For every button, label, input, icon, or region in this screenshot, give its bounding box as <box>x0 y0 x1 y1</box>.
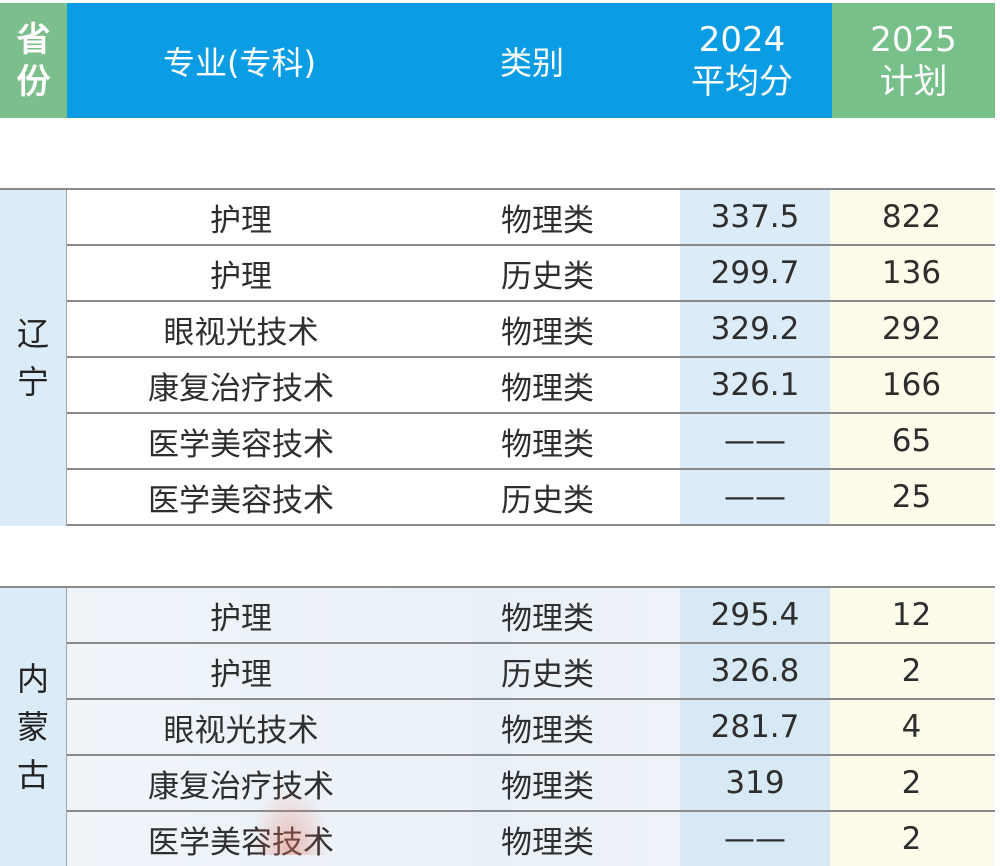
province-char: 宁 <box>16 363 49 401</box>
type-cell: 物理类 <box>501 426 594 463</box>
header-blue-section: 专业(专科) 类别 2024 平均分 <box>67 3 832 118</box>
plan-cell: 292 <box>830 302 993 356</box>
plan-cell: 2 <box>830 812 993 866</box>
major-cell: 康复治疗技术 <box>148 768 334 805</box>
plan-cell: 12 <box>830 588 993 642</box>
major-cell: 眼视光技术 <box>163 712 319 749</box>
table-row: 眼视光技术 物理类 281.7 4 <box>67 700 995 756</box>
major-cell: 护理 <box>210 202 272 239</box>
header-province-char: 份 <box>16 61 51 102</box>
avg-score-cell: 329.2 <box>680 302 830 356</box>
avg-score-cell: 319 <box>680 756 830 810</box>
type-cell: 历史类 <box>501 258 594 295</box>
plan-cell: 2 <box>830 756 993 810</box>
major-cell: 医学美容技术 <box>148 482 334 519</box>
major-cell: 医学美容技术 <box>148 426 334 463</box>
major-cell: 护理 <box>210 656 272 693</box>
avg-score-cell: 281.7 <box>680 700 830 754</box>
avg-score-cell: 337.5 <box>680 190 830 244</box>
avg-score-cell: —— <box>680 812 830 866</box>
avg-score-cell: 326.1 <box>680 358 830 412</box>
header-province-char: 省 <box>16 19 51 60</box>
plan-cell: 25 <box>830 470 993 524</box>
province-char: 内 <box>16 660 49 698</box>
avg-score-cell: 295.4 <box>680 588 830 642</box>
major-cell: 护理 <box>210 600 272 637</box>
type-cell: 物理类 <box>501 600 594 637</box>
table-row: 康复治疗技术 物理类 326.1 166 <box>67 358 995 414</box>
type-cell: 物理类 <box>501 202 594 239</box>
type-cell: 物理类 <box>501 370 594 407</box>
avg-score-cell: 326.8 <box>680 644 830 698</box>
header-plan: 2025 计划 <box>832 3 995 118</box>
table-row: 医学美容技术 物理类 —— 65 <box>67 414 995 470</box>
province-group-liaoning: 辽 宁 护理 物理类 337.5 822 护理 历史类 299.7 136 眼视… <box>0 188 995 526</box>
table-row: 眼视光技术 物理类 329.2 292 <box>67 302 995 358</box>
table-header: 省 份 专业(专科) 类别 2024 平均分 2025 计划 <box>0 3 995 118</box>
type-cell: 物理类 <box>501 712 594 749</box>
header-avg-label: 平均分 <box>691 61 793 102</box>
header-plan-year: 2025 <box>870 19 957 60</box>
avg-score-cell: —— <box>680 470 830 524</box>
type-cell: 历史类 <box>501 656 594 693</box>
province-char: 蒙 <box>16 708 49 746</box>
major-cell: 护理 <box>210 258 272 295</box>
table-row: 医学美容技术 物理类 —— 2 <box>67 812 995 866</box>
header-avg-score: 2024 平均分 <box>652 19 832 103</box>
header-type: 类别 <box>499 43 564 82</box>
table-row: 护理 历史类 326.8 2 <box>67 644 995 700</box>
table-row: 康复治疗技术 物理类 319 2 <box>67 756 995 812</box>
avg-score-cell: —— <box>680 414 830 468</box>
avg-score-cell: 299.7 <box>680 246 830 300</box>
header-avg-year: 2024 <box>698 19 786 60</box>
major-cell: 眼视光技术 <box>163 314 319 351</box>
plan-cell: 822 <box>830 190 993 244</box>
province-group-inner-mongolia: 内 蒙 古 护理 物理类 295.4 12 护理 历史类 326.8 2 眼视光… <box>0 586 995 866</box>
table-row: 医学美容技术 历史类 —— 25 <box>67 470 995 526</box>
type-cell: 物理类 <box>501 314 594 351</box>
plan-cell: 136 <box>830 246 993 300</box>
province-char: 古 <box>16 756 49 794</box>
province-char: 辽 <box>16 315 49 353</box>
plan-cell: 65 <box>830 414 993 468</box>
header-province: 省 份 <box>0 3 67 118</box>
type-cell: 历史类 <box>501 482 594 519</box>
header-major: 专业(专科) <box>163 43 316 82</box>
table-row: 护理 物理类 295.4 12 <box>67 588 995 644</box>
plan-cell: 2 <box>830 644 993 698</box>
plan-cell: 4 <box>830 700 993 754</box>
table-row: 护理 物理类 337.5 822 <box>67 190 995 246</box>
province-cell: 辽 宁 <box>0 190 67 526</box>
header-plan-label: 计划 <box>879 61 948 102</box>
table-row: 护理 历史类 299.7 136 <box>67 246 995 302</box>
province-cell: 内 蒙 古 <box>0 588 67 866</box>
major-cell: 康复治疗技术 <box>148 370 334 407</box>
type-cell: 物理类 <box>501 768 594 805</box>
plan-cell: 166 <box>830 358 993 412</box>
